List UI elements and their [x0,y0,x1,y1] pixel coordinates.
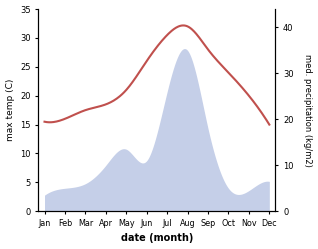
Y-axis label: med. precipitation (kg/m2): med. precipitation (kg/m2) [303,54,313,167]
X-axis label: date (month): date (month) [121,234,193,244]
Y-axis label: max temp (C): max temp (C) [5,79,15,141]
